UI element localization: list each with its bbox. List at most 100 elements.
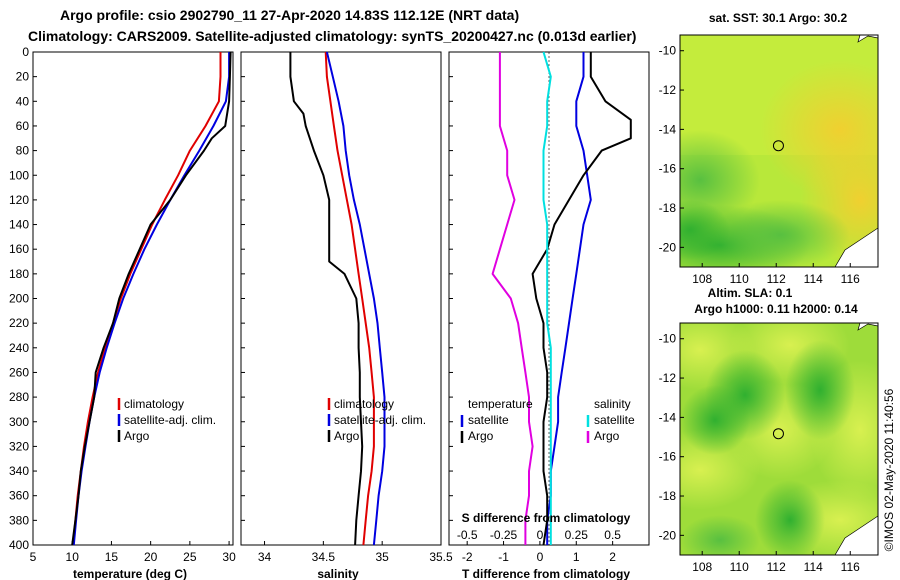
salinity-axes-frame	[240, 51, 442, 546]
x-tick-label: 35.5	[429, 550, 453, 564]
sst-map-y-ticks: -10 -12 -14 -16 -18 -20	[659, 44, 684, 254]
map-latitude-label: -20	[659, 240, 677, 254]
x-tick-label: -1	[498, 550, 509, 564]
salinity-x-ticks: 34 34.5 35 35.5	[258, 541, 453, 564]
depth-tick-label: 260	[9, 365, 29, 379]
x-tick-label: 15	[105, 550, 119, 564]
sst-map: sat. SST: 30.1 Argo: 30.2 108 110 112 114 11…	[659, 11, 879, 286]
legend-satellite: satellite-adj. clim.	[334, 413, 426, 427]
map-longitude-label: 108	[692, 560, 712, 574]
x-tick-label: 20	[144, 550, 158, 564]
sla-map-x-ticks: 108 110 112 114 116	[692, 551, 860, 574]
x-tick-label: 5	[30, 550, 37, 564]
series-satellite-adj-clim-line	[325, 51, 386, 546]
difference-x2-ticks: -0.5 -0.25 0 0.25 0.5	[457, 528, 621, 542]
legend-satellite: satellite-adj. clim.	[124, 413, 216, 427]
legend-climatology: climatology	[124, 397, 184, 411]
map-longitude-label: 112	[767, 272, 786, 286]
x-tick-label: 34.5	[312, 550, 336, 564]
map-longitude-label: 114	[804, 272, 823, 286]
map-longitude-label: 114	[804, 560, 823, 574]
legend-t-satellite: satellite	[468, 413, 509, 427]
temperature-legend: climatology satellite-adj. clim. Argo	[117, 397, 216, 443]
x-tick-label: 25	[183, 550, 197, 564]
depth-tick-label: 240	[9, 341, 29, 355]
series-temperature-argo-line	[531, 52, 632, 546]
legend-s-satellite: satellite	[594, 413, 635, 427]
map-latitude-label: -10	[659, 44, 677, 58]
temperature-y-ticks: 0 20 40 60 80 100 120 140 160 180 200 220 240 260 280 3…	[9, 45, 29, 552]
title-line-2: Climatology: CARS2009. Satellite-adjuste…	[28, 28, 636, 44]
s-difference-tick-label: 0.5	[604, 528, 621, 542]
t-difference-label: T difference from climatology	[462, 567, 630, 580]
s-difference-label: S difference from climatology	[462, 511, 631, 525]
sst-map-frame	[679, 34, 879, 268]
depth-tick-label: 120	[9, 193, 29, 207]
difference-legend: temperature satellite Argo salinity sate…	[460, 397, 635, 443]
depth-tick-label: 180	[9, 267, 29, 281]
title-line-1: Argo profile: csio 2902790_11 27-Apr-202…	[60, 7, 519, 23]
depth-tick-label: 20	[16, 70, 30, 84]
series-climatology-line	[324, 51, 375, 546]
legend-temperature-title: temperature	[468, 397, 533, 411]
s-difference-tick-label: -0.25	[490, 528, 518, 542]
series-argo-line	[71, 51, 232, 546]
temperature-lines	[71, 51, 232, 546]
sst-map-title: sat. SST: 30.1 Argo: 30.2	[709, 11, 848, 25]
x-tick-label: 10	[66, 550, 80, 564]
sla-map-y-ticks: -10 -12 -14 -16 -18 -20	[659, 332, 684, 542]
sla-map-title: Altim. SLA: 0.1	[708, 286, 793, 300]
depth-tick-label: 280	[9, 390, 29, 404]
x-tick-label: 34	[258, 550, 272, 564]
map-latitude-label: -10	[659, 332, 677, 346]
depth-tick-label: 340	[9, 464, 29, 478]
temperature-panel: 0 20 40 60 80 100 120 140 160 180 200 220 240 260 280 3…	[9, 45, 236, 580]
map-latitude-label: -16	[659, 450, 677, 464]
sst-map-x-ticks: 108 110 112 114 116	[692, 263, 860, 286]
map-longitude-label: 110	[730, 560, 749, 574]
depth-tick-label: 400	[9, 538, 29, 552]
s-difference-tick-label: -0.5	[457, 528, 478, 542]
imos-credit: ©IMOS 02-May-2020 11:40:56	[882, 388, 896, 551]
map-latitude-label: -14	[659, 122, 677, 136]
depth-tick-label: 0	[22, 45, 29, 59]
x-tick-label: 35	[375, 550, 389, 564]
depth-tick-label: 300	[9, 415, 29, 429]
difference-panel: -2 -1 0 1 2 -0.5 -0.25 0 0.25 0.5 T difference f…	[448, 51, 650, 580]
legend-climatology: climatology	[334, 397, 394, 411]
map-latitude-label: -12	[659, 83, 677, 97]
map-longitude-label: 112	[767, 560, 786, 574]
s-difference-tick-label: 0.25	[565, 528, 589, 542]
s-difference-tick-label: 0	[537, 528, 544, 542]
depth-tick-label: 140	[9, 218, 29, 232]
series-salinity-satellite-line	[542, 51, 552, 545]
map-longitude-label: 116	[841, 272, 860, 286]
argo-location-marker	[772, 428, 784, 440]
map-longitude-label: 108	[692, 272, 712, 286]
map-latitude-label: -20	[659, 528, 677, 542]
x-tick-label: 30	[222, 550, 236, 564]
map-latitude-label: -18	[659, 489, 677, 503]
temperature-axes-frame	[32, 51, 234, 546]
depth-tick-label: 100	[9, 168, 29, 182]
legend-argo: Argo	[334, 429, 360, 443]
series-salinity-argo-line	[491, 52, 534, 545]
legend-salinity-title: salinity	[594, 397, 631, 411]
series-argo-line	[289, 52, 364, 546]
depth-tick-label: 220	[9, 316, 29, 330]
legend-s-argo: Argo	[594, 429, 620, 443]
temperature-x-ticks: 5 10 15 20 25 30	[30, 541, 236, 564]
sla-map-frame	[679, 322, 879, 556]
depth-tick-label: 380	[9, 513, 29, 527]
sla-map-subtitle: Argo h1000: 0.11 h2000: 0.14	[694, 302, 858, 316]
depth-tick-label: 60	[16, 119, 30, 133]
depth-tick-label: 360	[9, 489, 29, 503]
sla-map-field	[680, 323, 878, 555]
depth-tick-label: 80	[16, 144, 30, 158]
map-longitude-label: 110	[730, 272, 749, 286]
argo-location-marker	[772, 140, 784, 152]
map-longitude-label: 116	[841, 560, 860, 574]
x-tick-label: -2	[462, 550, 473, 564]
legend-argo: Argo	[124, 429, 150, 443]
